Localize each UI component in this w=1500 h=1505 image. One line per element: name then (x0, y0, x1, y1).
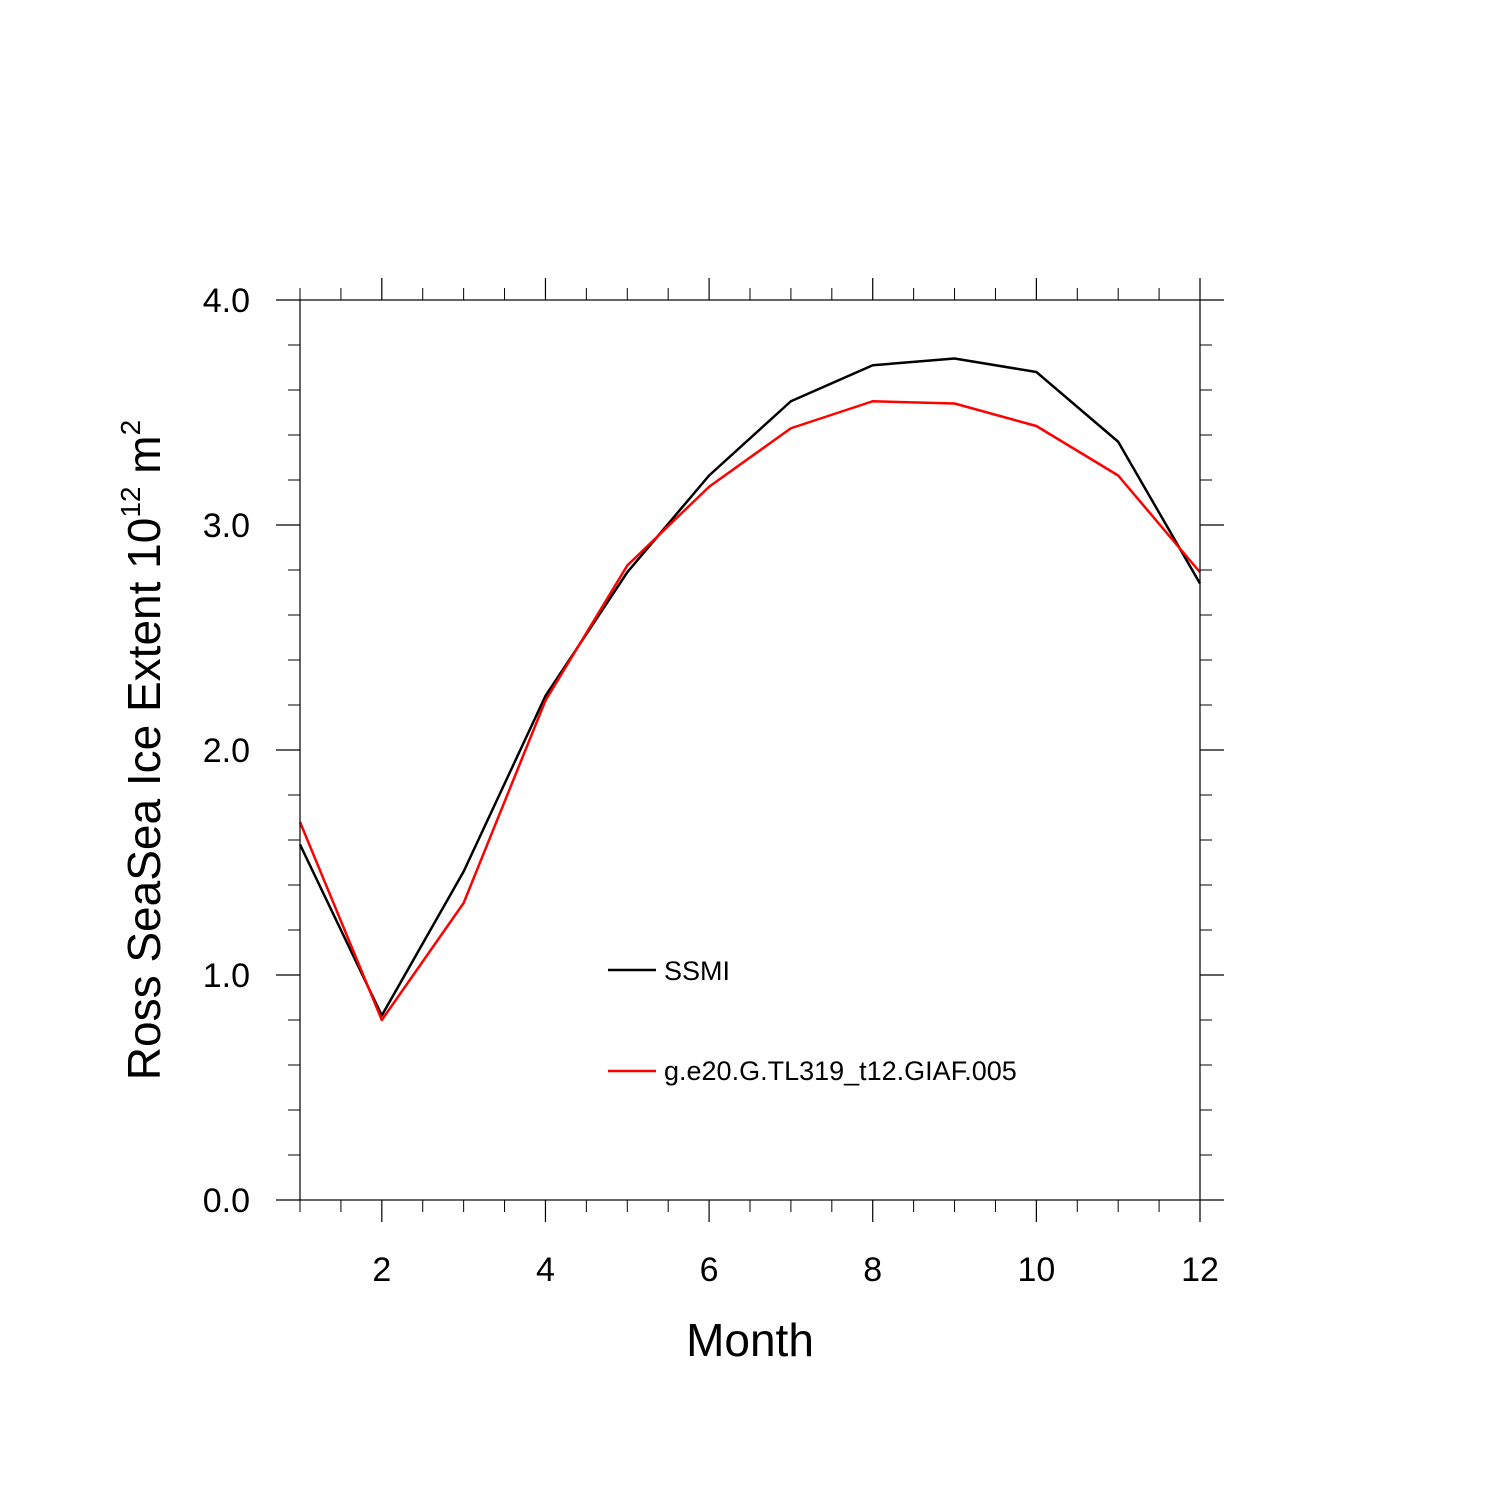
series-lines (298, 357, 1202, 1022)
y-tick-label: 4.0 (203, 282, 250, 320)
x-tick-label: 2 (372, 1251, 391, 1289)
legend: SSMI g.e20.G.TL319_t12.GIAF.005 (608, 956, 1017, 1086)
legend-label-ssmi: SSMI (664, 956, 730, 986)
y-axis-title-exponent-1: 12 (115, 486, 146, 517)
minor-ticks (288, 288, 1212, 1212)
y-tick-label: 2.0 (203, 732, 250, 770)
x-tick-label: 6 (700, 1251, 719, 1289)
x-tick-labels: 2 4 6 8 10 12 (372, 1251, 1219, 1289)
x-tick-label: 4 (536, 1251, 555, 1289)
series-line-ssmi (298, 357, 1202, 1017)
y-tick-label: 1.0 (203, 957, 250, 995)
y-axis-title-exponent-2: 2 (115, 420, 146, 436)
y-tick-labels: 0.0 1.0 2.0 3.0 4.0 (203, 282, 250, 1220)
plot-frame (299, 299, 1201, 1201)
x-axis-title: Month (686, 1314, 814, 1366)
y-axis-title: Ross SeaSea Ice Extent 1012 m2 (115, 420, 170, 1080)
y-axis-title-unit: m (118, 435, 170, 486)
y-axis-title-prefix: Ross SeaSea Ice Extent 10 (118, 518, 170, 1081)
series-line-model (298, 400, 1201, 1022)
x-tick-label: 8 (863, 1251, 882, 1289)
legend-label-model: g.e20.G.TL319_t12.GIAF.005 (664, 1056, 1017, 1086)
major-ticks (276, 278, 1224, 1222)
y-tick-label: 0.0 (203, 1182, 250, 1220)
x-tick-label: 12 (1181, 1251, 1219, 1289)
y-tick-label: 3.0 (203, 507, 250, 545)
x-tick-label: 10 (1017, 1251, 1055, 1289)
